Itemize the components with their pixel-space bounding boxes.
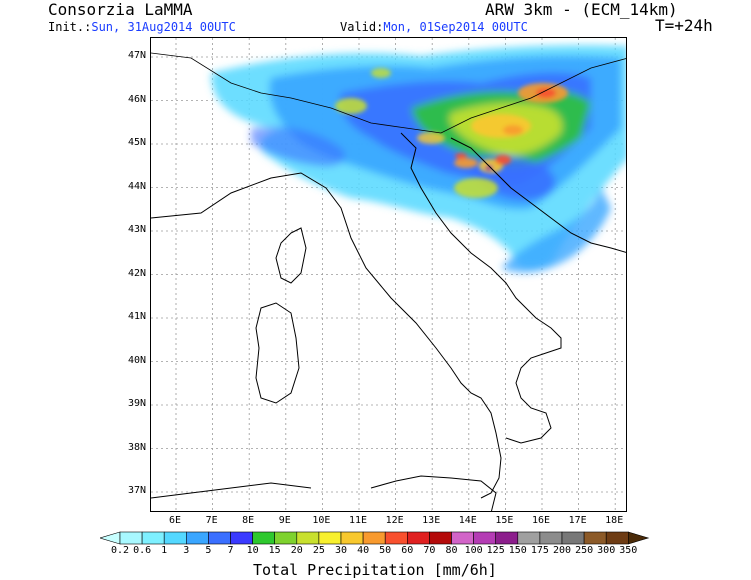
coastlines — [151, 52, 626, 511]
colorbar-swatch — [141, 531, 165, 545]
colorbar-swatch — [384, 531, 408, 545]
init-label: Init.: — [48, 20, 92, 34]
lon-label: 11E — [348, 515, 368, 526]
colorbar-label: 40 — [357, 545, 370, 556]
lon-label: 14E — [458, 515, 477, 526]
colorbar-swatch — [605, 531, 629, 545]
colorbar-swatch — [583, 531, 607, 545]
colorbar-swatch — [517, 531, 541, 545]
colorbar-label: 30 — [334, 545, 348, 556]
lon-label: 7E — [205, 515, 218, 526]
lat-label: 38N — [127, 441, 146, 453]
lon-label: 18E — [605, 515, 624, 526]
colorbar-label: 0.6 — [133, 545, 152, 556]
lon-label: 8E — [242, 515, 255, 526]
colorbar-swatch — [186, 531, 209, 545]
map-canvas — [151, 38, 626, 511]
colorbar — [100, 531, 650, 545]
org-title: Consorzia LaMMA — [48, 0, 193, 19]
colorbar-swatch — [473, 531, 497, 545]
lat-label: 40N — [127, 354, 146, 366]
colorbar-label: 300 — [597, 545, 616, 556]
lon-label: 15E — [495, 515, 514, 526]
colorbar-label: 350 — [619, 545, 638, 556]
colorbar-swatch — [429, 531, 452, 545]
colorbar-over-arrow — [627, 531, 650, 545]
colorbar-label: 125 — [486, 545, 505, 556]
colorbar-swatch — [318, 531, 342, 545]
lat-label: 45N — [127, 137, 146, 148]
lat-label: 44N — [127, 180, 146, 192]
lon-label: 17E — [568, 515, 587, 526]
lat-label: 41N — [127, 311, 146, 322]
colorbar-label: 50 — [379, 545, 392, 556]
colorbar-label: 15 — [268, 545, 281, 556]
lat-label: 42N — [127, 267, 146, 279]
precipitation-map — [150, 37, 627, 512]
colorbar-label: 3 — [183, 545, 190, 556]
lon-label: 16E — [531, 515, 551, 526]
lat-label: 39N — [127, 398, 146, 409]
colorbar-label: 200 — [552, 545, 572, 556]
colorbar-label: 175 — [530, 545, 549, 556]
colorbar-label: 70 — [423, 545, 436, 556]
model-title: ARW 3km - (ECM_14km) — [485, 0, 678, 19]
colorbar-label: 250 — [575, 545, 594, 556]
init-time: Init.:Sun, 31Aug2014 00UTC — [48, 20, 236, 34]
graticule — [151, 38, 626, 511]
init-value: Sun, 31Aug2014 00UTC — [91, 20, 236, 34]
lon-label: 10E — [312, 515, 331, 526]
colorbar-swatch — [406, 531, 430, 545]
colorbar-label: 60 — [401, 545, 414, 556]
colorbar-title: Total Precipitation [mm/6h] — [253, 561, 497, 579]
colorbar-swatch — [561, 531, 585, 545]
colorbar-label: 1 — [161, 545, 168, 556]
lat-label: 47N — [127, 50, 146, 61]
colorbar-label: 0.2 — [110, 545, 130, 556]
lat-label: 43N — [127, 224, 146, 235]
lon-label: 12E — [385, 515, 404, 526]
lon-label: 13E — [422, 515, 441, 526]
valid-time: Valid:Mon, 01Sep2014 00UTC — [340, 20, 528, 34]
colorbar-swatch — [296, 531, 320, 545]
colorbar-label: 5 — [205, 545, 212, 556]
colorbar-swatch — [163, 531, 187, 545]
colorbar-label: 150 — [508, 545, 527, 556]
colorbar-swatch — [451, 531, 474, 545]
colorbar-swatch — [340, 531, 364, 545]
colorbar-swatch — [362, 531, 386, 545]
colorbar-label: 100 — [464, 545, 483, 556]
colorbar-swatch — [252, 531, 276, 545]
colorbar-label: 20 — [290, 545, 303, 556]
colorbar-label: 7 — [227, 545, 234, 556]
colorbar-label: 80 — [445, 545, 458, 556]
lat-label: 37N — [127, 485, 146, 496]
colorbar-under-arrow — [100, 531, 121, 545]
colorbar-swatch — [539, 531, 563, 545]
colorbar-swatch — [230, 531, 253, 545]
lat-label: 46N — [127, 93, 146, 105]
lon-label: 9E — [278, 515, 291, 526]
colorbar-swatch — [495, 531, 519, 545]
valid-label: Valid: — [340, 20, 384, 34]
precipitation-field — [211, 45, 626, 273]
lead-time: T=+24h — [655, 16, 713, 35]
colorbar-label: 10 — [246, 545, 259, 556]
colorbar-swatch — [208, 531, 231, 545]
colorbar-label: 25 — [312, 545, 325, 556]
colorbar-swatch — [119, 531, 143, 545]
valid-value: Mon, 01Sep2014 00UTC — [383, 20, 528, 34]
lon-label: 6E — [168, 515, 182, 526]
colorbar-swatch — [274, 531, 298, 545]
